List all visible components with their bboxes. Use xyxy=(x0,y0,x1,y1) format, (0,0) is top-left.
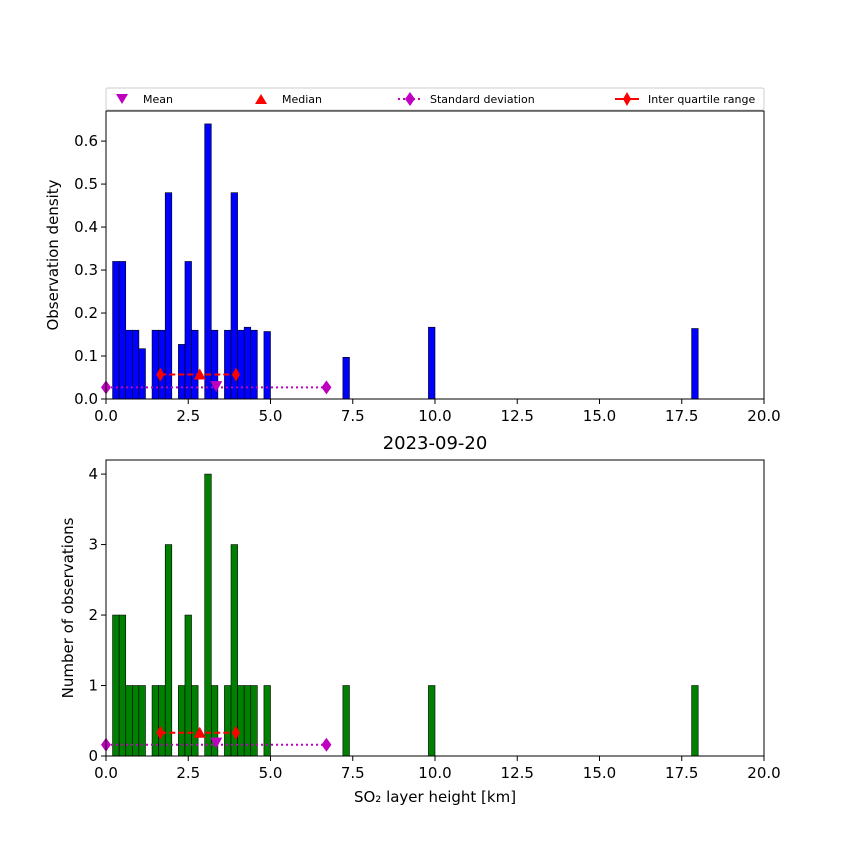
top-x-tick-label: 10.0 xyxy=(418,407,451,425)
top-y-axis-label: Observation density xyxy=(44,179,62,330)
top-y-tick-label: 0.1 xyxy=(74,347,98,365)
bottom-bar xyxy=(230,544,238,757)
top-x-tick-label: 7.5 xyxy=(341,407,365,425)
top-y-tick-label: 0.6 xyxy=(74,132,98,150)
legend-median-marker xyxy=(255,94,267,104)
bottom-x-tick-label: 2.5 xyxy=(176,764,200,782)
bottom-y-tick-label: 4 xyxy=(88,465,98,483)
bottom-std-marker xyxy=(321,737,332,752)
top-bar xyxy=(158,329,166,400)
top-x-tick-label: 0.0 xyxy=(94,407,118,425)
legend-mean-label: Mean xyxy=(143,93,173,106)
bottom-x-tick-label: 0.0 xyxy=(94,764,118,782)
top-bar xyxy=(204,123,212,400)
density-panel: 0.0 2.5 5.0 7.5 10.0 12.5 15.0 17.5 20.0 0.0 0.1 0.… xyxy=(74,110,781,425)
bottom-iqr-marker xyxy=(156,725,165,740)
bottom-bar xyxy=(237,685,245,757)
bottom-bar xyxy=(691,685,699,757)
top-bar xyxy=(132,329,140,400)
top-bar xyxy=(428,326,436,400)
top-bar xyxy=(342,357,350,400)
legend-item-iqr: Inter quartile range xyxy=(615,92,755,106)
chart-title: 2023-09-20 xyxy=(383,433,488,454)
bottom-y-tick-label: 0 xyxy=(88,747,98,765)
top-bar xyxy=(164,192,173,400)
top-x-tick-label: 12.5 xyxy=(501,407,534,425)
count-panel: 0.0 2.5 5.0 7.5 10.0 12.5 15.0 17.5 20.0 0 1 2 3 4 xyxy=(88,459,781,782)
top-y-tick-label: 0.3 xyxy=(74,261,98,279)
top-x-tick-label: 2.5 xyxy=(176,407,200,425)
bottom-bar xyxy=(164,544,173,757)
top-x-tick-label: 15.0 xyxy=(583,407,616,425)
top-bar xyxy=(138,348,146,400)
bottom-y-tick-label: 1 xyxy=(88,677,98,695)
bottom-mean-marker xyxy=(210,737,223,749)
top-bar xyxy=(263,331,271,400)
x-axis-label: SO₂ layer height [km] xyxy=(354,788,516,806)
bottom-x-tick-label: 12.5 xyxy=(501,764,534,782)
top-mean-marker xyxy=(210,381,223,393)
top-iqr-marker xyxy=(156,367,165,382)
bottom-bar xyxy=(428,685,436,757)
legend-std-marker xyxy=(405,92,415,106)
legend-median-label: Median xyxy=(282,93,322,106)
top-y-tick-label: 0.4 xyxy=(74,218,98,236)
top-bar xyxy=(250,329,258,400)
bottom-x-tick-label: 10.0 xyxy=(418,764,451,782)
top-y-tick-label: 0.2 xyxy=(74,304,98,322)
top-bar xyxy=(230,192,238,400)
bottom-x-tick-label: 5.0 xyxy=(259,764,283,782)
top-y-tick-label: 0.0 xyxy=(74,390,98,408)
legend: Mean Median Standard deviation Inter qua… xyxy=(105,87,765,111)
legend-item-std: Standard deviation xyxy=(398,92,535,106)
top-bar xyxy=(178,344,186,400)
bottom-x-tick-label: 17.5 xyxy=(665,764,698,782)
top-y-tick-label: 0.5 xyxy=(74,175,98,193)
bottom-bar xyxy=(342,685,350,757)
bottom-x-tick-label: 15.0 xyxy=(583,764,616,782)
top-bar xyxy=(191,329,199,400)
top-median-marker xyxy=(193,368,206,380)
top-bar xyxy=(224,329,232,400)
top-bar xyxy=(691,328,699,400)
legend-item-median: Median xyxy=(255,93,322,106)
bottom-y-tick-label: 2 xyxy=(88,606,98,624)
top-bar xyxy=(237,329,245,400)
top-x-tick-label: 5.0 xyxy=(259,407,283,425)
legend-mean-marker xyxy=(116,94,128,104)
legend-item-mean: Mean xyxy=(116,93,173,106)
top-std-marker xyxy=(321,380,332,395)
top-bar xyxy=(118,261,127,400)
bottom-x-tick-label: 20.0 xyxy=(747,764,780,782)
legend-iqr-marker xyxy=(623,92,631,106)
top-iqr-marker xyxy=(231,367,240,382)
top-x-tick-label: 17.5 xyxy=(665,407,698,425)
bottom-median-marker xyxy=(193,726,206,738)
bottom-bar xyxy=(184,614,192,757)
bottom-bar xyxy=(204,473,212,757)
top-bar xyxy=(184,261,192,400)
top-bar xyxy=(151,329,159,400)
bottom-bar xyxy=(112,614,120,757)
top-bar xyxy=(125,329,133,400)
bottom-y-tick-label: 3 xyxy=(88,536,98,554)
bottom-y-axis-label: Number of observations xyxy=(59,517,77,698)
bottom-iqr-marker xyxy=(231,725,240,740)
bottom-bar xyxy=(118,614,127,757)
top-x-tick-label: 20.0 xyxy=(747,407,780,425)
legend-std-label: Standard deviation xyxy=(430,93,535,106)
legend-iqr-label: Inter quartile range xyxy=(648,93,755,106)
top-bar xyxy=(112,261,120,400)
bottom-x-tick-label: 7.5 xyxy=(341,764,365,782)
